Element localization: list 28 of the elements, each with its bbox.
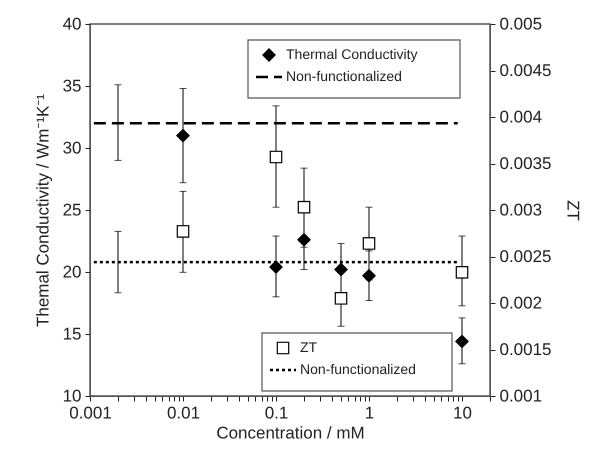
- y2-axis-title: ZT: [563, 200, 582, 221]
- y-tick-label: 25: [62, 200, 82, 220]
- legend-label: Non-functionalized: [286, 68, 402, 84]
- y-tick-label: 10: [62, 386, 82, 406]
- y2-tick-label: 0.0015: [500, 340, 552, 359]
- y2-tick-label: 0.002: [500, 294, 542, 312]
- y2-tick-label: 0.0045: [500, 61, 552, 80]
- y2-tick-label: 0.003: [500, 200, 542, 220]
- y-axis-title: Themal Conductivity / Wm⁻¹K⁻¹: [34, 94, 53, 328]
- legend-label: ZT: [300, 339, 318, 355]
- y-tick-label: 20: [62, 262, 82, 282]
- x-tick-label: 1: [364, 404, 374, 422]
- x-tick-label: 0.01: [166, 404, 200, 422]
- y-tick-label: 40: [62, 14, 82, 34]
- y2-tick-label: 0.004: [500, 108, 542, 126]
- legend-label: Non-functionalized: [300, 361, 416, 377]
- y2-tick-label: 0.0035: [500, 154, 552, 173]
- y2-tick-label: 0.005: [500, 14, 542, 34]
- y-tick-label: 35: [62, 76, 82, 96]
- y2-tick-label: 0.001: [500, 386, 542, 406]
- x-tick-label: 0.1: [264, 404, 288, 422]
- x-axis-title: Concentration / mM: [216, 424, 365, 442]
- x-tick-label: 0.001: [69, 404, 112, 422]
- y-tick-label: 15: [62, 324, 82, 344]
- legend-label: Thermal Conductivity: [286, 46, 418, 62]
- y-tick-label: 30: [62, 138, 82, 158]
- y2-tick-label: 0.0025: [500, 247, 552, 266]
- x-tick-label: 10: [453, 404, 472, 422]
